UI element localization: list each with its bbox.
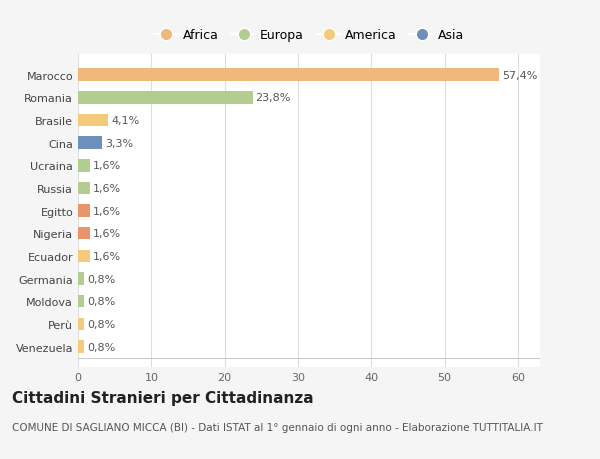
Bar	[78, 137, 102, 150]
Text: 0,8%: 0,8%	[87, 342, 115, 352]
Bar	[78, 250, 90, 263]
Bar	[78, 273, 84, 285]
Text: 0,8%: 0,8%	[87, 297, 115, 307]
Bar	[78, 341, 84, 353]
Text: COMUNE DI SAGLIANO MICCA (BI) - Dati ISTAT al 1° gennaio di ogni anno - Elaboraz: COMUNE DI SAGLIANO MICCA (BI) - Dati IST…	[12, 422, 543, 432]
Text: 1,6%: 1,6%	[92, 206, 121, 216]
Bar	[78, 182, 90, 195]
Bar	[78, 318, 84, 330]
Legend: Africa, Europa, America, Asia: Africa, Europa, America, Asia	[149, 24, 469, 47]
Text: Cittadini Stranieri per Cittadinanza: Cittadini Stranieri per Cittadinanza	[12, 390, 314, 405]
Text: 1,6%: 1,6%	[92, 161, 121, 171]
Text: 0,8%: 0,8%	[87, 274, 115, 284]
Text: 3,3%: 3,3%	[105, 138, 133, 148]
Text: 0,8%: 0,8%	[87, 319, 115, 329]
Text: 23,8%: 23,8%	[256, 93, 291, 103]
Bar	[78, 92, 253, 104]
Bar	[78, 295, 84, 308]
Text: 57,4%: 57,4%	[502, 71, 537, 80]
Bar	[78, 228, 90, 240]
Text: 1,6%: 1,6%	[92, 229, 121, 239]
Bar	[78, 114, 108, 127]
Bar	[78, 205, 90, 218]
Bar	[78, 69, 499, 82]
Text: 1,6%: 1,6%	[92, 184, 121, 194]
Bar	[78, 160, 90, 172]
Text: 1,6%: 1,6%	[92, 252, 121, 261]
Text: 4,1%: 4,1%	[111, 116, 139, 126]
